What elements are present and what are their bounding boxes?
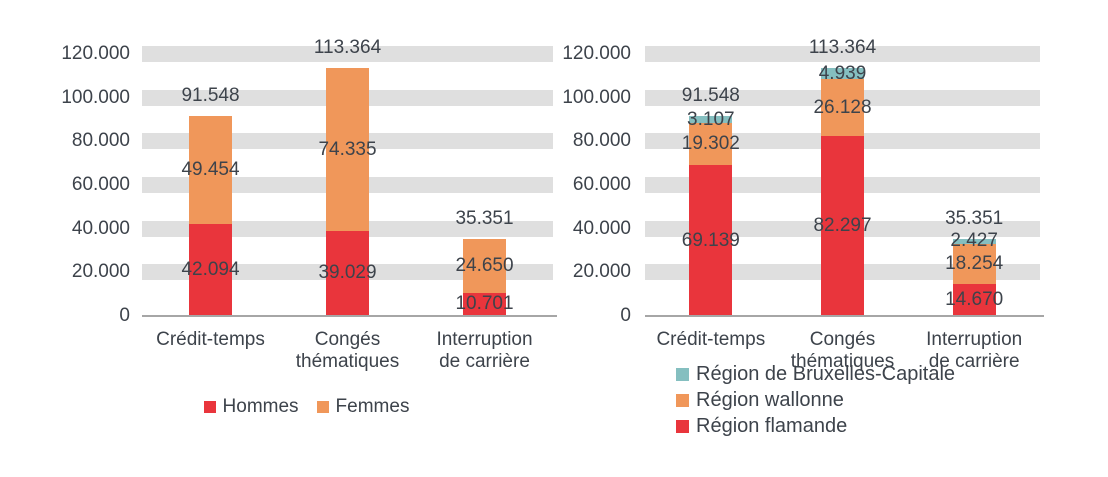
y-axis-tick-label: 20.000 <box>71 261 130 283</box>
bar-total-label: 91.548 <box>681 85 740 107</box>
segment-value-label: 18.254 <box>945 253 1004 275</box>
y-axis-tick-label: 60.000 <box>572 174 631 195</box>
segment-value-label: 42.094 <box>181 259 240 281</box>
y-axis-tick-label: 80.000 <box>572 130 631 152</box>
category-label: Interruption de carrière <box>889 329 1059 373</box>
bar-segment-orange <box>952 244 996 284</box>
category-label-line: de carrière <box>439 351 530 372</box>
y-axis-tick-label: 20.000 <box>572 261 631 283</box>
segment-value-label: 4.939 <box>818 62 867 84</box>
y-axis-tick-label: 100.000 <box>61 86 130 108</box>
y-axis-tick-label: 0 <box>620 305 631 326</box>
legend-item: Hommes <box>203 396 299 417</box>
segment-value-label: 74.335 <box>318 138 377 160</box>
bar-segment-orange <box>463 238 506 293</box>
category-label-line: Interruption <box>926 329 1023 350</box>
category-label-line: Crédit-temps <box>156 329 265 350</box>
y-axis-tick-label: 40.000 <box>572 217 631 239</box>
legend-item: Région flamande <box>676 416 955 436</box>
category-label-line: thématiques <box>295 351 400 372</box>
y-axis-tick-label: 60.000 <box>71 174 130 195</box>
category-label-line: Congés <box>314 329 381 350</box>
segment-value-label: 3.107 <box>687 108 735 130</box>
segment-value-label: 24.650 <box>455 254 514 276</box>
legend: Région de Bruxelles-Capitale Région wallo… <box>676 364 955 442</box>
x-axis-line <box>142 315 557 317</box>
legend-label: Hommes <box>222 396 299 417</box>
bar-segment-red <box>326 230 369 316</box>
legend-swatch-teal <box>676 367 689 381</box>
segment-value-label: 69.139 <box>681 229 740 251</box>
y-axis-tick-label: 80.000 <box>71 130 130 152</box>
bar-total-label: 35.351 <box>455 207 514 229</box>
category-label: Crédit-temps <box>626 329 796 351</box>
bar-segment-orange <box>821 79 864 137</box>
x-axis-line <box>645 315 1044 317</box>
category-label-line: Crédit-temps <box>656 329 766 350</box>
segment-value-label: 2.427 <box>950 230 998 252</box>
legend-label: Région de Bruxelles-Capitale <box>696 363 956 385</box>
gridline-band <box>645 46 1040 62</box>
bar-segment-teal <box>689 116 733 123</box>
legend-item: Femmes <box>316 396 410 417</box>
segment-value-label: 19.302 <box>681 132 740 154</box>
segment-value-label: 10.701 <box>455 293 514 315</box>
legend-swatch-orange <box>316 401 329 413</box>
bar-segment-orange <box>326 68 369 231</box>
legend: Hommes Femmes <box>60 396 553 418</box>
bar-segment-red <box>821 136 864 316</box>
category-label: Congés thématiques <box>758 329 928 373</box>
category-label-line: Congés <box>809 329 876 350</box>
segment-value-label: 39.029 <box>318 262 377 284</box>
segment-value-label: 14.670 <box>945 288 1004 310</box>
gridline-band <box>142 46 553 62</box>
legend-label: Région wallonne <box>696 389 844 411</box>
category-label: Congés thématiques <box>263 329 433 373</box>
bar-segment-red <box>689 165 733 316</box>
bar-segment-teal <box>821 68 864 80</box>
category-label-line: thématiques <box>790 351 895 372</box>
y-axis-tick-label: 0 <box>119 305 130 326</box>
bar-segment-red <box>463 292 506 316</box>
legend-swatch-red <box>203 401 216 413</box>
bar-total-label: 91.548 <box>181 85 240 107</box>
legend-item: Région wallonne <box>676 390 955 410</box>
legend-item: Région de Bruxelles-Capitale <box>676 364 955 384</box>
bar-segment-orange <box>689 122 733 166</box>
category-label: Interruption de carrière <box>400 329 570 373</box>
y-axis-tick-label: 120.000 <box>562 43 631 64</box>
segment-value-label: 49.454 <box>181 159 240 181</box>
bar-segment-red <box>189 224 232 316</box>
bar-total-label: 113.364 <box>808 37 877 59</box>
bar-total-label: 35.351 <box>945 207 1004 229</box>
bar-total-label: 113.364 <box>313 37 382 59</box>
legend-swatch-orange <box>676 393 689 407</box>
bar-segment-red <box>952 283 996 316</box>
category-label: Crédit-temps <box>126 329 296 351</box>
y-axis-tick-label: 120.000 <box>61 43 130 64</box>
legend-label: Région flamande <box>696 415 848 437</box>
y-axis-tick-label: 40.000 <box>71 217 130 239</box>
legend-swatch-red <box>676 419 689 433</box>
legend-label: Femmes <box>335 396 410 417</box>
segment-value-label: 82.297 <box>813 215 872 237</box>
bar-segment-teal <box>952 238 996 245</box>
category-label-line: Interruption <box>436 329 533 350</box>
y-axis-tick-label: 100.000 <box>562 86 631 108</box>
bar-segment-orange <box>189 116 232 225</box>
category-label-line: de carrière <box>928 351 1020 372</box>
segment-value-label: 26.128 <box>813 96 872 118</box>
